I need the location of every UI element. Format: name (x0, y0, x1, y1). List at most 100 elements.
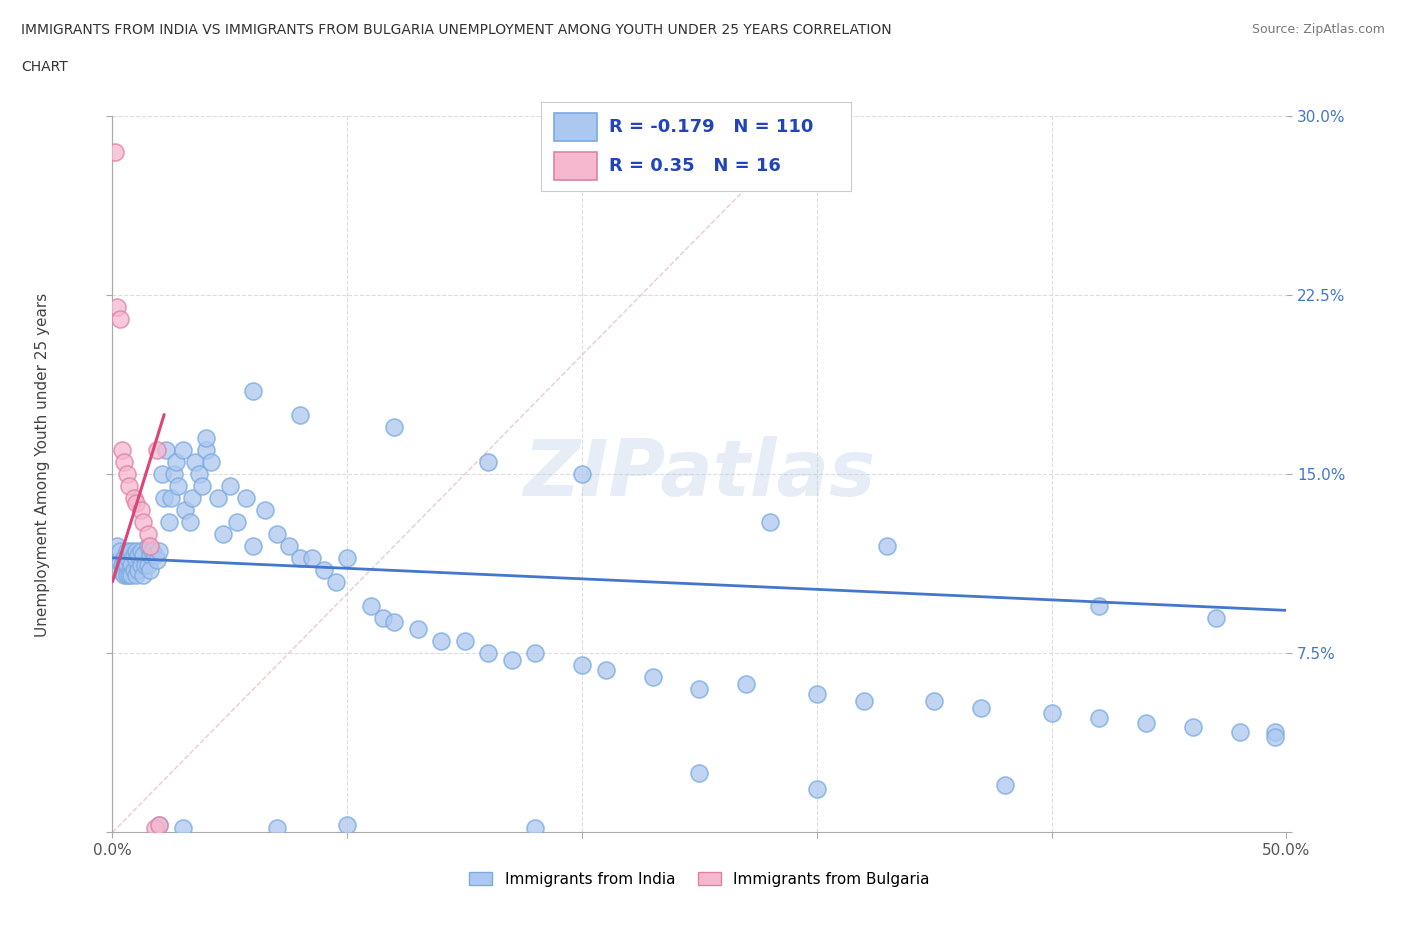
Point (195, 443, 218, 458)
Point (118, 567, 141, 582)
Point (132, 548, 155, 563)
Point (125, 567, 148, 582)
Point (1264, 729, 1286, 744)
Point (105, 299, 128, 314)
Point (136, 526, 159, 541)
Point (970, 701, 993, 716)
Point (115, 567, 138, 582)
Text: Unemployment Among Youth under 25 years: Unemployment Among Youth under 25 years (35, 293, 49, 637)
Point (150, 467, 173, 482)
Point (134, 558, 156, 573)
Point (179, 514, 201, 529)
Point (806, 782, 828, 797)
Point (125, 496, 148, 511)
Point (1087, 598, 1109, 613)
Point (112, 551, 135, 565)
Point (1087, 711, 1109, 725)
Point (501, 653, 523, 668)
Point (1181, 720, 1204, 735)
Point (115, 467, 138, 482)
Point (129, 558, 152, 573)
Point (290, 551, 312, 565)
Point (141, 543, 163, 558)
Point (105, 538, 128, 553)
Point (146, 443, 169, 458)
Point (136, 538, 159, 553)
Text: R = 0.35   N = 16: R = 0.35 N = 16 (609, 157, 782, 175)
Point (139, 548, 162, 563)
Point (127, 563, 149, 578)
Point (111, 565, 134, 579)
Point (146, 552, 169, 567)
Point (172, 443, 194, 458)
FancyBboxPatch shape (554, 113, 598, 141)
Point (371, 610, 394, 625)
Point (122, 491, 145, 506)
Point (195, 432, 218, 446)
Point (104, 145, 127, 160)
Point (226, 514, 249, 529)
Point (994, 777, 1017, 792)
Point (266, 820, 288, 835)
Point (922, 694, 945, 709)
Point (165, 455, 187, 470)
Point (1205, 610, 1227, 625)
Point (155, 443, 177, 458)
Point (406, 622, 429, 637)
Point (148, 543, 170, 558)
Point (242, 538, 264, 553)
Point (132, 514, 155, 529)
Point (181, 491, 204, 506)
Point (254, 502, 277, 517)
Point (190, 479, 212, 494)
Point (136, 558, 159, 573)
Point (200, 455, 222, 470)
Text: ZIPatlas: ZIPatlas (523, 436, 876, 512)
Point (148, 817, 170, 832)
Point (759, 514, 782, 529)
Point (336, 551, 359, 565)
Point (143, 548, 166, 563)
Point (188, 467, 211, 482)
Point (876, 538, 898, 553)
Point (125, 552, 148, 567)
Point (111, 558, 134, 573)
Point (167, 479, 190, 494)
Point (235, 491, 257, 506)
Point (207, 491, 229, 506)
Point (162, 467, 184, 482)
Point (524, 820, 547, 835)
Point (1264, 724, 1286, 739)
Point (174, 502, 197, 517)
Point (360, 598, 382, 613)
Point (325, 575, 347, 590)
Point (1229, 724, 1251, 739)
Point (139, 538, 162, 553)
Point (852, 694, 875, 709)
Point (157, 514, 180, 529)
Point (242, 383, 264, 398)
Point (122, 563, 145, 578)
Point (477, 455, 499, 470)
Point (112, 558, 135, 573)
Point (1040, 706, 1063, 721)
Point (735, 677, 758, 692)
Text: CHART: CHART (21, 60, 67, 74)
Point (118, 479, 141, 494)
Point (172, 820, 194, 835)
Point (382, 615, 405, 630)
Point (115, 543, 138, 558)
Text: Source: ZipAtlas.com: Source: ZipAtlas.com (1251, 23, 1385, 36)
Point (595, 662, 617, 677)
Point (153, 491, 176, 506)
Point (430, 634, 453, 649)
Point (571, 467, 593, 482)
Point (132, 567, 155, 582)
Point (112, 455, 135, 470)
Point (524, 646, 547, 661)
Point (108, 543, 131, 558)
Point (689, 765, 711, 780)
Point (129, 543, 152, 558)
Point (312, 563, 335, 578)
Point (1135, 715, 1157, 730)
